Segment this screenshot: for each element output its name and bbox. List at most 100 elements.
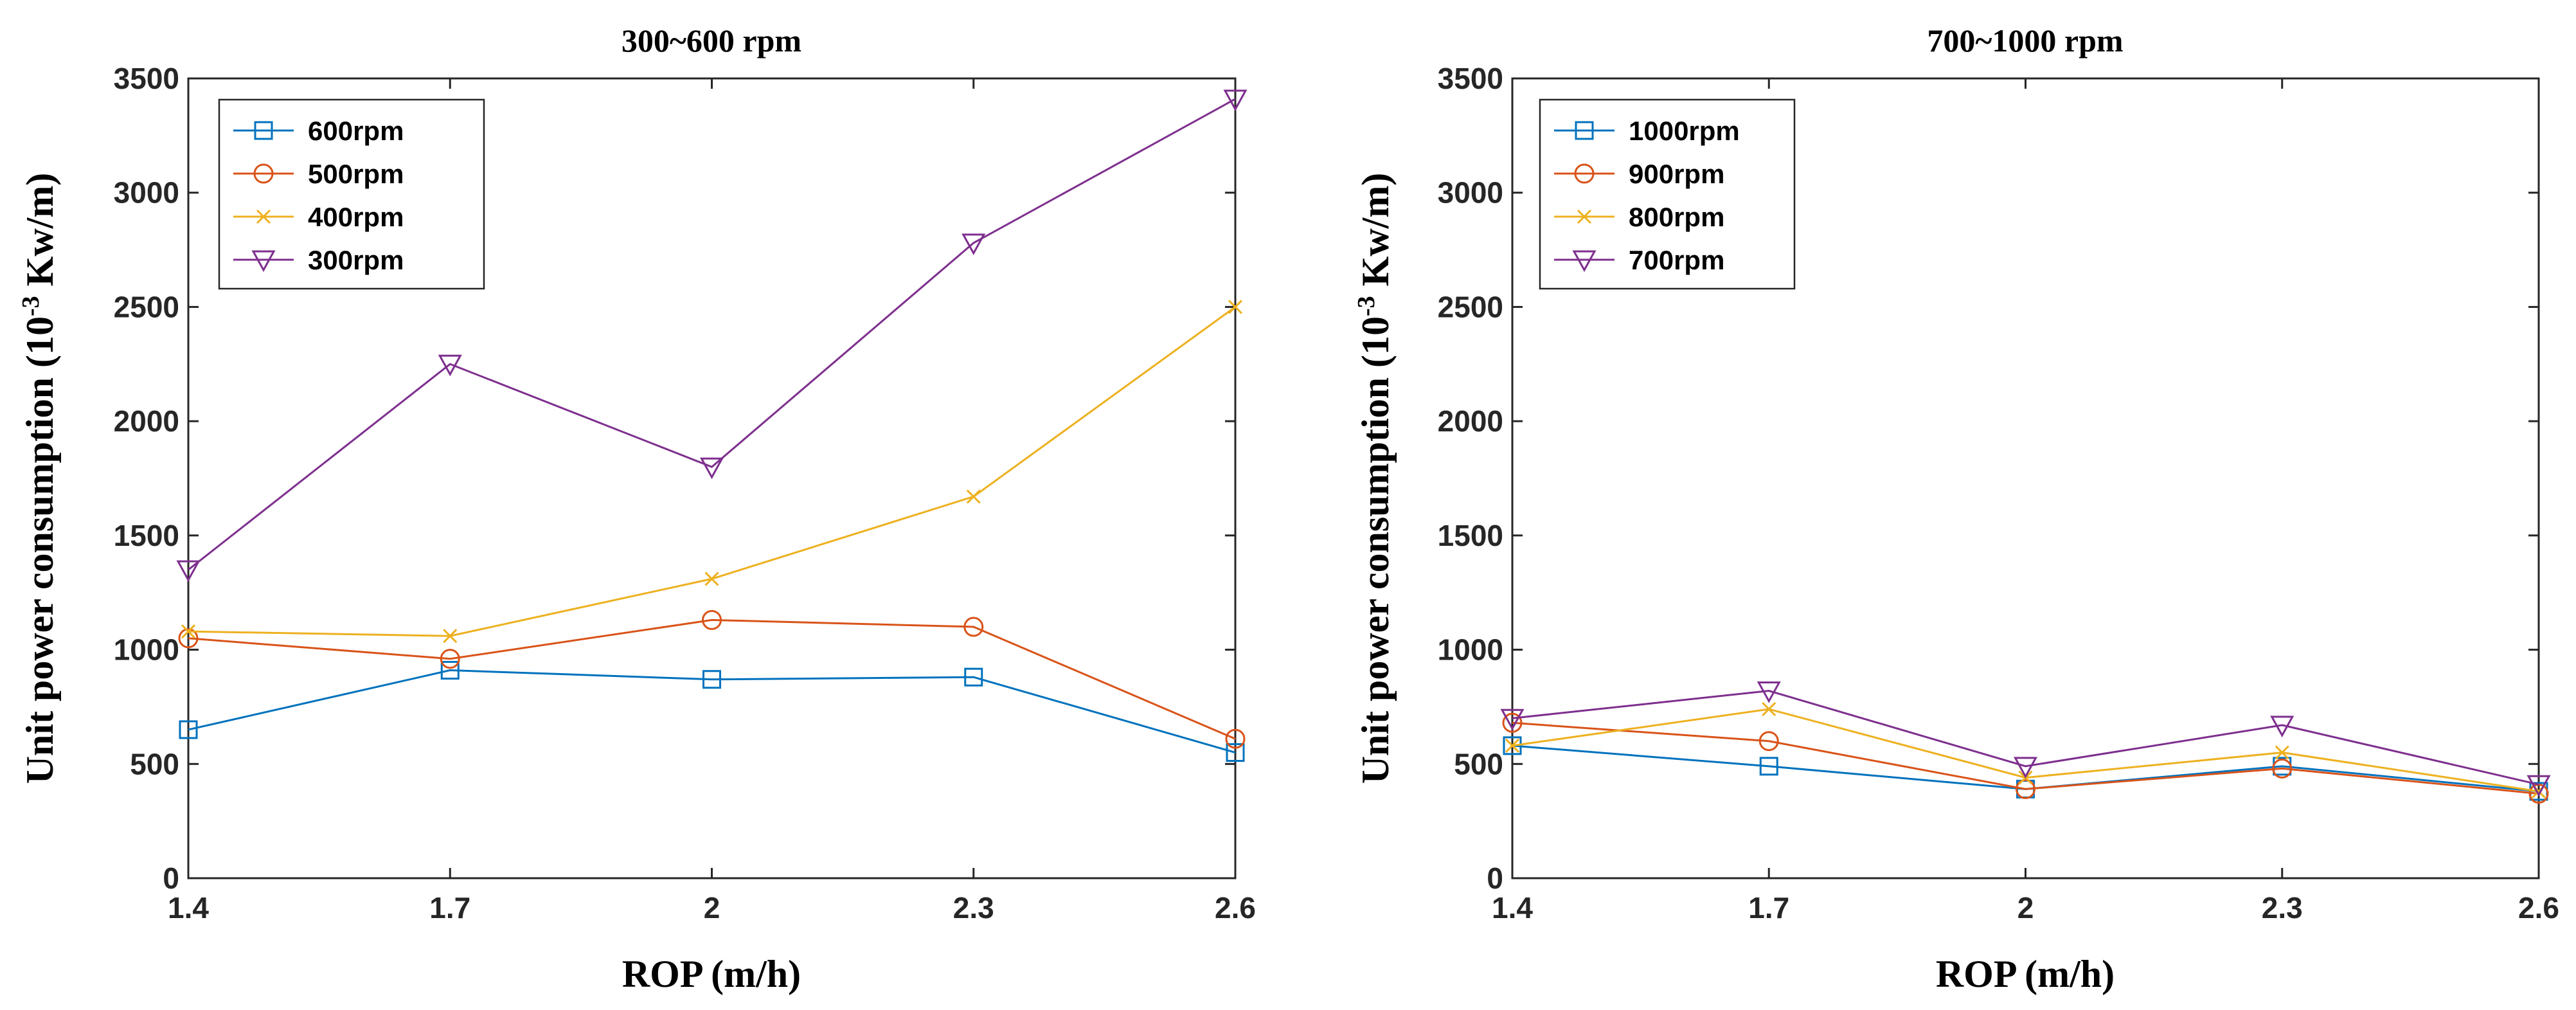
y-axis-label-exponent: -3 (1353, 296, 1380, 316)
legend-entries: 1000rpm 900rpm 800rpm 700rpm (1554, 116, 1740, 275)
data-point-600rpm (440, 661, 460, 680)
data-point-900rpm (1758, 731, 1779, 752)
data-point-800rpm (2275, 745, 2289, 760)
data-point-700rpm (2013, 757, 2038, 779)
legend-label-700rpm: 700rpm (1629, 245, 1724, 275)
series-layer (176, 89, 1248, 762)
y-tick-label: 3500 (1438, 62, 1503, 95)
series-line-900rpm (1512, 721, 2539, 795)
legend-marker-1000rpm (1575, 121, 1594, 140)
data-point-400rpm (443, 629, 458, 644)
data-point-400rpm (1228, 300, 1243, 314)
chart-panel-rpm-300-600: 300~600 rpm ROP (m/h) Unit power consump… (17, 23, 1256, 995)
axes-layer: 0 500 1000 1500 2000 2500 3000 3500 1.4 1.7 2 2.3 2.… (114, 62, 1256, 924)
y-tick-label: 3500 (114, 62, 179, 95)
y-tick-label: 1500 (114, 519, 179, 552)
data-point-1000rpm (1759, 757, 1778, 776)
data-point-300rpm (438, 354, 462, 377)
data-point-500rpm (178, 628, 199, 649)
data-point-600rpm (964, 667, 983, 687)
y-axis-label: Unit power consumption (10-3 Kw/m) (1353, 173, 1397, 784)
series-line-300rpm (188, 98, 1236, 571)
data-point-600rpm (702, 670, 721, 689)
data-point-700rpm (2270, 716, 2294, 737)
x-tick-label: 1.7 (429, 891, 470, 924)
x-tick-label: 2 (2017, 891, 2034, 924)
data-point-700rpm (1500, 708, 1525, 731)
legend-marker-600rpm (254, 121, 273, 140)
data-point-900rpm (1502, 712, 1523, 733)
legend-label-1000rpm: 1000rpm (1629, 116, 1740, 146)
data-point-600rpm (179, 720, 198, 739)
y-tick-label: 3000 (1438, 176, 1503, 210)
y-tick-label: 500 (1454, 747, 1503, 780)
data-point-400rpm (966, 489, 981, 504)
data-point-500rpm (440, 649, 460, 669)
legend-marker-800rpm (1577, 209, 1592, 224)
y-tick-label: 0 (1487, 861, 1503, 895)
x-tick-label: 1.4 (168, 891, 209, 924)
y-axis-label-unit: Kw/m) (19, 173, 61, 296)
legend-marker-700rpm (1572, 250, 1597, 273)
x-tick-label: 1.4 (1492, 891, 1533, 924)
series-line-600rpm (188, 669, 1236, 753)
legend-label-300rpm: 300rpm (308, 245, 404, 275)
legend-label-900rpm: 900rpm (1629, 159, 1724, 189)
legend: 600rpm 500rpm 400rpm 300rpm (218, 98, 485, 290)
legend-label-400rpm: 400rpm (308, 202, 404, 232)
y-axis-label-main: Unit power consumption (10 (19, 316, 61, 784)
legend-marker-300rpm (251, 250, 276, 273)
data-point-300rpm (699, 457, 724, 480)
data-point-600rpm (1226, 743, 1245, 762)
data-point-500rpm (963, 617, 984, 637)
data-point-300rpm (1223, 89, 1248, 112)
legend: 1000rpm 900rpm 800rpm 700rpm (1539, 98, 1796, 290)
chart-panel-rpm-700-1000: 700~1000 rpm ROP (m/h) Unit power consum… (1353, 23, 2559, 995)
chart-title: 300~600 rpm (622, 23, 801, 59)
series-layer (1500, 681, 2551, 804)
axes-layer: 0 500 1000 1500 2000 2500 3000 3500 1.4 1.7 2 2.3 2.… (1438, 62, 2559, 924)
y-tick-label: 2500 (114, 290, 179, 323)
x-tick-label: 2.6 (2518, 891, 2559, 924)
y-tick-label: 3000 (114, 176, 179, 210)
y-axis-label-unit: Kw/m) (1354, 173, 1397, 296)
y-tick-label: 500 (130, 747, 179, 780)
x-tick-label: 2.6 (1215, 891, 1256, 924)
series-line-700rpm (1512, 690, 2539, 786)
series-line-500rpm (188, 618, 1236, 740)
y-axis-label: Unit power consumption (10-3 Kw/m) (17, 173, 61, 784)
data-point-700rpm (2527, 775, 2551, 797)
x-axis-label: ROP (m/h) (622, 953, 801, 995)
chart-title: 700~1000 rpm (1927, 23, 2123, 59)
data-point-300rpm (176, 560, 201, 582)
legend-label-800rpm: 800rpm (1629, 202, 1724, 232)
y-tick-label: 1000 (114, 633, 179, 667)
x-tick-label: 1.7 (1748, 891, 1789, 924)
y-tick-label: 1000 (1438, 633, 1503, 667)
legend-label-500rpm: 500rpm (308, 159, 404, 189)
y-tick-label: 2000 (1438, 404, 1503, 438)
y-tick-label: 2000 (114, 404, 179, 438)
data-point-900rpm (2528, 783, 2549, 804)
legend-marker-400rpm (256, 209, 271, 224)
x-axis-label: ROP (m/h) (1936, 953, 2115, 995)
legend-marker-500rpm (253, 163, 274, 184)
data-point-800rpm (1762, 701, 1776, 717)
data-point-500rpm (1225, 728, 1246, 749)
legend-entries: 600rpm 500rpm 400rpm 300rpm (233, 116, 404, 275)
data-point-400rpm (181, 624, 196, 639)
data-point-700rpm (1757, 681, 1781, 703)
y-tick-label: 0 (163, 861, 179, 895)
data-point-400rpm (704, 572, 719, 586)
data-point-1000rpm (1503, 736, 1522, 755)
data-point-900rpm (2272, 758, 2293, 779)
y-axis-label-main: Unit power consumption (10 (1354, 316, 1397, 784)
y-axis-label-exponent: -3 (17, 296, 44, 316)
x-tick-label: 2.3 (953, 891, 994, 924)
y-tick-label: 2500 (1438, 290, 1503, 323)
x-tick-label: 2 (704, 891, 720, 924)
data-point-900rpm (2016, 779, 2035, 799)
legend-marker-900rpm (1574, 163, 1595, 184)
data-point-500rpm (702, 609, 722, 630)
